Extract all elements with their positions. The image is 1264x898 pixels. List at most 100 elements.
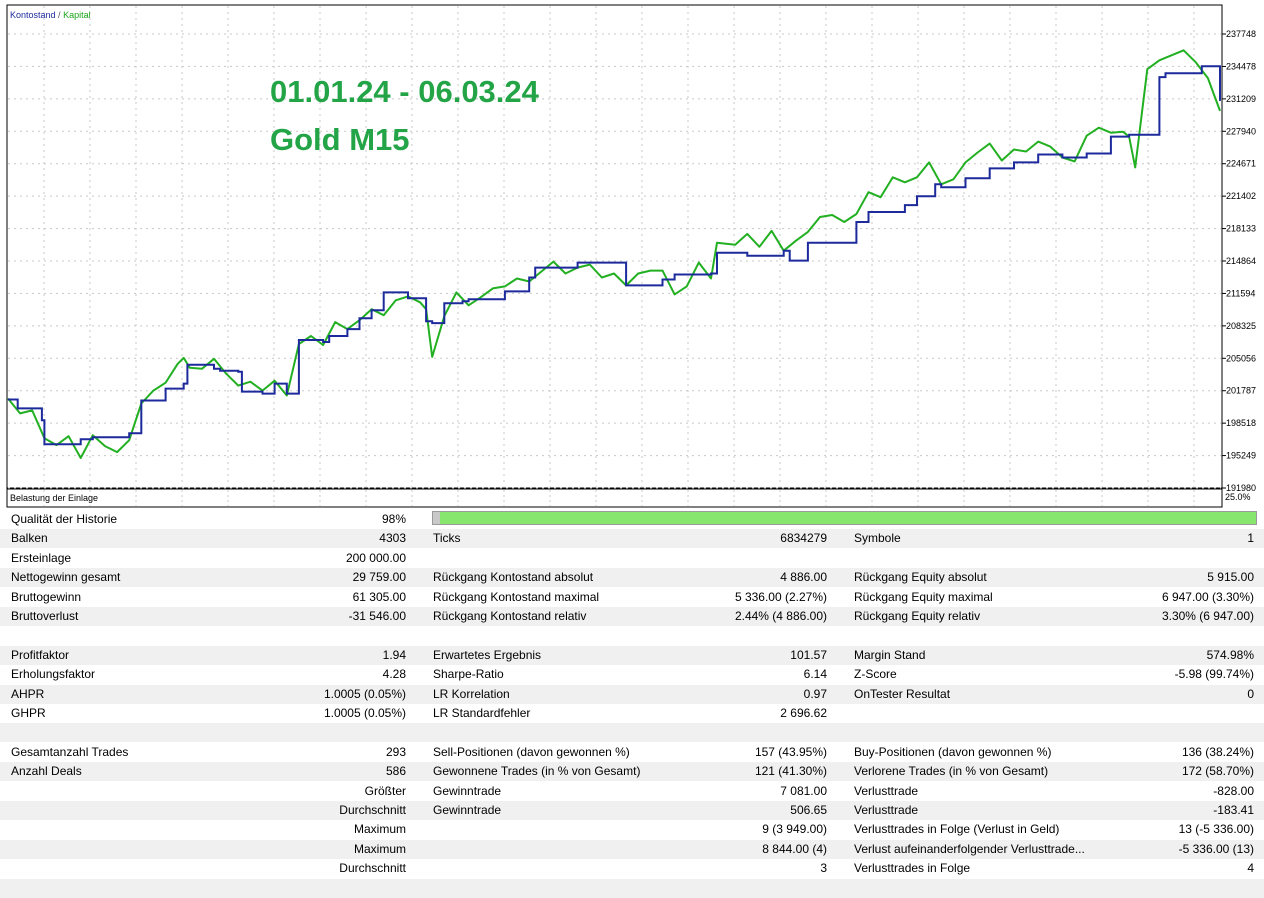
metric-label-1: Anzahl Deals <box>11 764 82 779</box>
metric-value-3: -5.98 (99.74%) <box>1174 667 1254 682</box>
report-row <box>0 723 1264 743</box>
metric-value-2: 506.65 <box>790 803 827 817</box>
metric-value-3: 0 <box>1247 686 1254 701</box>
metric-value-2: 157 (43.95%) <box>754 744 827 759</box>
report-row: Durchschnitt Gewinntrade 506.65 Verlusttrad… <box>0 801 1264 820</box>
plot-area <box>6 4 1223 489</box>
quality-label: Qualität der Historie <box>11 512 118 526</box>
load-panel <box>6 488 1223 508</box>
chart-legend: Kontostand / Kapital <box>10 10 91 20</box>
metric-label-2: Gewinntrade <box>433 803 502 817</box>
metric-value-3: 6 947.00 (3.30%) <box>1161 589 1254 604</box>
metric-value-3: 574.98% <box>1206 647 1254 662</box>
metric-value-1: Größter <box>364 783 406 798</box>
metric-label-3: Rückgang Equity relativ <box>854 609 981 623</box>
report-row: Nettogewinn gesamt 29 759.00 Rückgang Kont… <box>0 568 1264 588</box>
report-row: GHPR 1.0005 (0.05%) LR Standardfehler 2 696… <box>0 704 1264 723</box>
y-tick-label: 227940 <box>1226 126 1256 136</box>
metric-label-3: Symbole <box>854 531 901 546</box>
metric-label-2: Sell-Positionen (davon gewonnen %) <box>433 744 630 759</box>
report-row: Profitfaktor 1.94 Erwartetes Ergebnis 101.5… <box>0 645 1264 665</box>
metric-value-1: Maximum <box>353 841 406 856</box>
metric-value-2: 7 081.00 <box>780 783 827 798</box>
metric-value-3: 5 915.00 <box>1207 570 1254 585</box>
metric-value-1: Durchschnitt <box>339 803 406 817</box>
metric-label-3: Z-Score <box>854 667 897 682</box>
metric-label-3: Verlust aufeinanderfolgender Verlusttrad… <box>854 841 1085 856</box>
metric-value-1: 293 <box>385 744 406 759</box>
report-row: AHPR 1.0005 (0.05%) LR Korrelation 0.97 OnTe… <box>0 684 1264 704</box>
metric-label-3: Verlorene Trades (in % von Gesamt) <box>854 764 1049 779</box>
metric-label-3: Verlusttrades in Folge <box>854 861 971 876</box>
metric-value-1: 1.0005 (0.05%) <box>323 686 406 701</box>
overlay-symbol: Gold M15 <box>270 122 410 157</box>
load-label: Belastung der Einlage <box>10 493 98 503</box>
metric-value-1: 61 305.00 <box>352 589 406 604</box>
metric-value-1: 29 759.00 <box>352 570 406 585</box>
metric-value-1: 586 <box>385 764 406 779</box>
metric-label-2: Rückgang Kontostand relativ <box>433 609 587 623</box>
metric-label-2: Gewinntrade <box>433 783 502 798</box>
metric-value-1: 4.28 <box>382 667 406 682</box>
quality-value: 98% <box>381 512 406 526</box>
metric-value-1: 200 000.00 <box>345 550 406 565</box>
report-row: Gesamtanzahl Trades 293 Sell-Positionen (d… <box>0 743 1264 762</box>
metric-value-3: -183.41 <box>1213 803 1254 817</box>
metric-value-2: 2 696.62 <box>780 706 827 720</box>
metric-value-1: 1.94 <box>382 647 406 662</box>
metric-value-3: 3.30% (6 947.00) <box>1161 609 1254 623</box>
equity-line <box>7 49 1221 459</box>
metric-label-1: Erholungsfaktor <box>11 667 96 682</box>
y-axis: 237748 234478 231209 227940 224671 221402 2181… <box>1222 29 1256 493</box>
y-tick-label: 191980 <box>1226 483 1256 493</box>
metric-label-3: Margin Stand <box>854 647 926 662</box>
metric-label-3: OnTester Resultat <box>854 686 951 701</box>
metric-label-1: Nettogewinn gesamt <box>11 570 121 585</box>
report-row: Durchschnitt 3 Verlusttrades in Folge 4 <box>0 859 1264 878</box>
report-row: Größter Gewinntrade 7 081.00 Verlusttrade -8… <box>0 782 1264 801</box>
report-row <box>0 878 1264 898</box>
metric-value-2: 101.57 <box>790 647 827 662</box>
y-tick-label: 221402 <box>1226 191 1256 201</box>
report-table: Qualität der Historie 98% Balken 4303 Ticks 6… <box>0 510 1264 898</box>
metric-value-1: Durchschnitt <box>339 861 406 876</box>
y-tick-label: 231209 <box>1226 94 1256 104</box>
metric-value-3: 4 <box>1247 861 1254 876</box>
metric-label-1: AHPR <box>11 686 45 701</box>
quality-bar <box>432 511 1257 525</box>
metric-value-3: -828.00 <box>1213 783 1254 798</box>
y-tick-label: 218133 <box>1226 224 1256 234</box>
report-row: Anzahl Deals 586 Gewonnene Trades (in % vo… <box>0 762 1264 782</box>
y-tick-label: 195249 <box>1226 451 1256 461</box>
metric-value-2: 8 844.00 (4) <box>762 841 827 856</box>
metric-value-1: 1.0005 (0.05%) <box>323 706 406 720</box>
metric-value-1: Maximum <box>353 822 406 837</box>
metric-value-2: 9 (3 949.00) <box>762 822 827 837</box>
metric-label-2: Sharpe-Ratio <box>433 667 504 682</box>
metric-label-2: LR Standardfehler <box>433 706 531 720</box>
metric-label-3: Verlusttrades in Folge (Verlust in Geld) <box>854 822 1060 837</box>
metric-value-2: 2.44% (4 886.00) <box>734 609 827 623</box>
metric-label-1: Balken <box>11 531 48 546</box>
metric-label-3: Rückgang Equity absolut <box>854 570 987 585</box>
report-row: Ersteinlage 200 000.00 <box>0 549 1264 568</box>
metric-value-3: 136 (38.24%) <box>1181 744 1254 759</box>
metric-value-2: 6.14 <box>803 667 827 682</box>
metric-label-2: Rückgang Kontostand maximal <box>433 589 600 604</box>
report-row <box>0 626 1264 645</box>
legend-equity: Kapital <box>63 10 91 20</box>
metric-label-1: Bruttogewinn <box>11 589 82 604</box>
metric-label-2: Gewonnene Trades (in % von Gesamt) <box>433 764 641 779</box>
metric-value-3: 13 (-5 336.00) <box>1178 822 1254 837</box>
metric-label-1: Gesamtanzahl Trades <box>11 744 129 759</box>
report-row: Erholungsfaktor 4.28 Sharpe-Ratio 6.14 Z-Sco… <box>0 665 1264 684</box>
metric-value-2: 0.97 <box>803 686 827 701</box>
report-row: Bruttogewinn 61 305.00 Rückgang Kontostand… <box>0 588 1264 607</box>
metric-label-3: Buy-Positionen (davon gewonnen %) <box>854 744 1052 759</box>
metric-label-1: Bruttoverlust <box>11 609 79 623</box>
metric-value-1: -31 546.00 <box>348 609 406 623</box>
metric-value-2: 5 336.00 (2.27%) <box>734 589 827 604</box>
y-tick-label: 234478 <box>1226 61 1256 71</box>
metric-value-2: 121 (41.30%) <box>754 764 827 779</box>
balance-equity-chart: 237748 234478 231209 227940 224671 221402 2181… <box>6 4 1256 508</box>
